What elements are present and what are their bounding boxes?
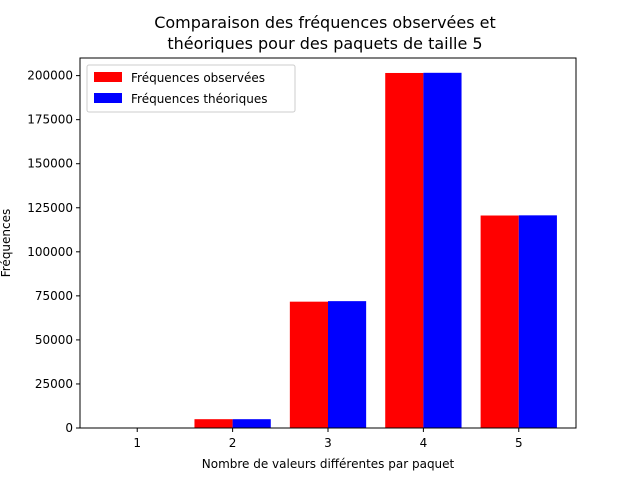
x-tick-label: 1: [133, 436, 141, 450]
y-axis-ticks: 0 25000 50000 75000 100000 125000 150000 175000…: [27, 69, 80, 435]
x-tick-label: 4: [420, 436, 428, 450]
y-tick-label: 50000: [35, 333, 73, 347]
bar-observed-4: [385, 72, 424, 428]
x-tick-label: 5: [515, 436, 523, 450]
chart-title-line-1: Comparaison des fréquences observées et: [154, 13, 496, 32]
legend-swatch-theoretical: [94, 93, 122, 103]
x-tick-label: 2: [229, 436, 237, 450]
bar-observed-3: [289, 301, 328, 428]
chart-title-line-2: théoriques pour des paquets de taille 5: [167, 34, 482, 53]
bar-theoretical-2: [232, 419, 271, 428]
y-tick-label: 175000: [27, 113, 73, 127]
legend-swatch-observed: [94, 72, 122, 82]
y-tick-label: 100000: [27, 245, 73, 259]
x-axis-label: Nombre de valeurs différentes par paquet: [202, 457, 455, 471]
y-tick-label: 150000: [27, 157, 73, 171]
x-tick-label: 3: [324, 436, 332, 450]
legend: Fréquences observées Fréquences théoriqu…: [86, 64, 296, 113]
y-tick-label: 0: [65, 421, 73, 435]
y-tick-label: 75000: [35, 289, 73, 303]
legend-box: [86, 64, 296, 113]
bar-theoretical-3: [328, 301, 367, 428]
bar-theoretical-4: [423, 72, 462, 429]
bar-observed-5: [480, 215, 519, 428]
x-axis-ticks: 1 2 3 4 5: [133, 428, 523, 450]
y-tick-label: 25000: [35, 377, 73, 391]
y-axis-label: Fréquences: [0, 209, 13, 278]
bar-theoretical-5: [518, 215, 557, 428]
legend-label-theoretical: Fréquences théoriques: [131, 92, 268, 106]
bar-observed-2: [194, 419, 233, 428]
legend-label-observed: Fréquences observées: [131, 71, 265, 85]
plot-frame: [79, 57, 577, 429]
bars-group: [194, 72, 557, 429]
y-tick-label: 125000: [27, 201, 73, 215]
y-tick-label: 200000: [27, 69, 73, 83]
